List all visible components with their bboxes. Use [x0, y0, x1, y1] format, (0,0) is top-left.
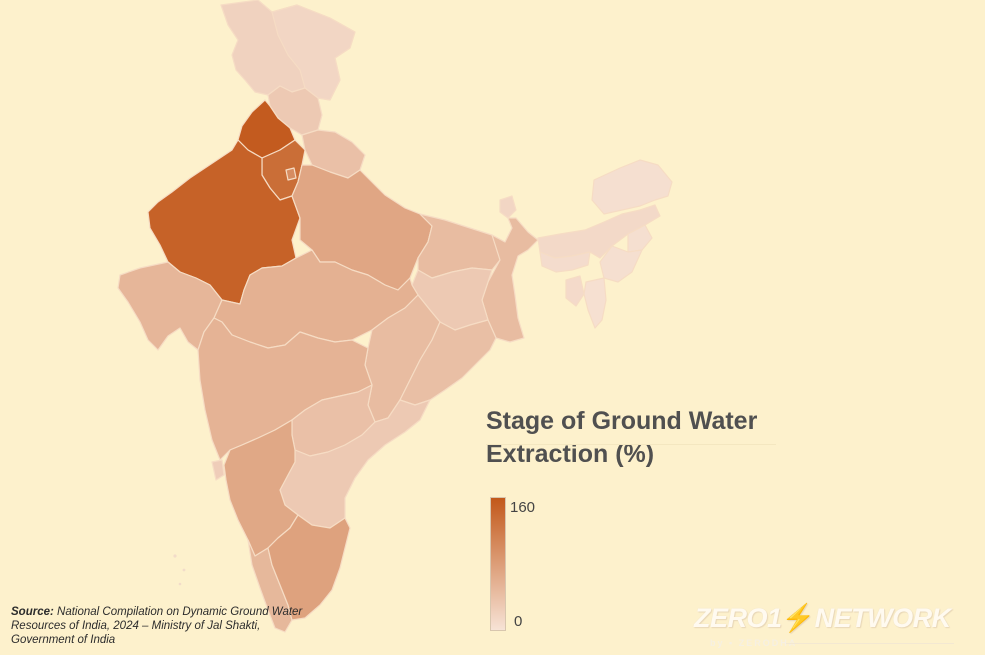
region-sikkim	[499, 195, 517, 219]
logo-text-network: NETWORK	[814, 603, 951, 633]
region-ladakh	[271, 4, 356, 101]
island-marker	[178, 582, 182, 586]
region-nagaland	[627, 224, 653, 253]
logo-wordmark: ZERO1⚡NETWORK	[694, 602, 951, 634]
legend-title-line-2: Extraction (%)	[486, 440, 655, 468]
legend-title-line-1: Stage of Ground Water	[486, 407, 758, 435]
region-tripura	[565, 275, 585, 307]
region-delhi	[285, 167, 297, 181]
island-marker	[182, 568, 186, 572]
region-meghalaya	[539, 251, 591, 273]
legend-title: Stage of Ground Water Extraction (%)	[486, 405, 806, 471]
logo-byline-rule	[786, 643, 954, 644]
region-manipur	[599, 245, 643, 283]
island-marker	[173, 554, 177, 558]
zero1-network-logo: ZERO1⚡NETWORK by ▪ ZERODHA	[694, 602, 964, 652]
title-divider	[486, 444, 776, 445]
legend-min-label: 0	[514, 613, 523, 630]
region-uttar-pradesh	[291, 164, 433, 291]
logo-byline: by ▪ ZERODHA	[710, 638, 798, 648]
source-text: National Compilation on Dynamic Ground W…	[11, 606, 303, 646]
region-bihar	[417, 213, 506, 279]
region-goa	[211, 459, 225, 481]
source-note: Source: National Compilation on Dynamic …	[11, 605, 311, 647]
region-arunachal	[591, 159, 673, 215]
region-mizoram	[583, 277, 607, 329]
region-karnataka	[223, 419, 299, 557]
bolt-icon: ⚡	[781, 603, 816, 633]
region-tamil-nadu	[267, 514, 351, 621]
legend-gradient-bar	[490, 497, 506, 631]
logo-text-zero1: ZERO1	[694, 603, 782, 633]
legend-max-label: 160	[510, 499, 536, 516]
source-label: Source:	[11, 606, 54, 618]
region-odisha	[399, 319, 497, 406]
